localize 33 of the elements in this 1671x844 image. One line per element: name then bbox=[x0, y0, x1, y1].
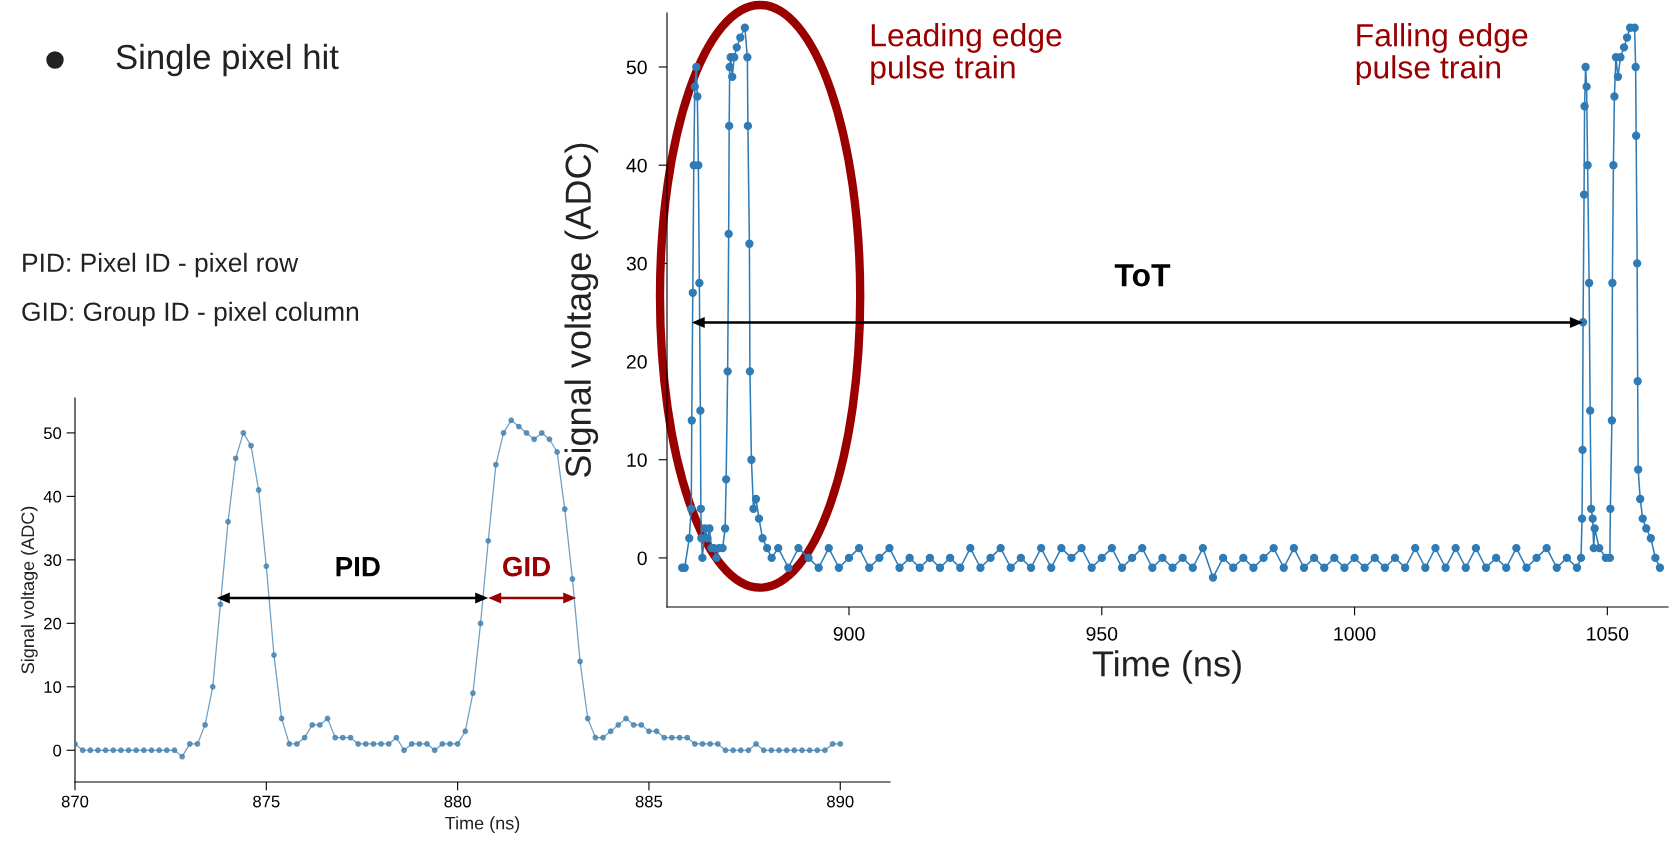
x-tick-label: 890 bbox=[827, 795, 854, 808]
x-tick-label: 950 bbox=[1086, 626, 1118, 641]
text: Single pixel hit bbox=[116, 43, 339, 77]
y-tick-label: 50 bbox=[43, 427, 62, 440]
y-axis-title: Signal voltage (ADC) bbox=[20, 506, 38, 674]
x-tick-label: 880 bbox=[444, 795, 471, 808]
y-tick-label: 30 bbox=[43, 554, 62, 567]
x-tick-label: 900 bbox=[833, 626, 865, 641]
y-tick-label: 40 bbox=[626, 158, 647, 173]
annotation: Leading edge pulse train bbox=[871, 23, 1062, 85]
y-axis-title: Signal voltage (ADC) bbox=[564, 143, 599, 477]
x-tick-label: 875 bbox=[253, 795, 280, 808]
annotation: ToT bbox=[1114, 264, 1171, 287]
y-tick-label: 10 bbox=[627, 453, 647, 467]
text: PID: Pixel ID - pixel row bbox=[23, 252, 299, 278]
x-axis-title: Time (ns) bbox=[1092, 650, 1241, 684]
annotation: GID bbox=[502, 556, 551, 577]
x-tick-label: 885 bbox=[635, 795, 663, 808]
y-tick-label: 40 bbox=[43, 490, 62, 503]
y-tick-label: 20 bbox=[44, 617, 62, 630]
y-tick-label: 30 bbox=[626, 256, 647, 271]
x-tick-label: 1000 bbox=[1334, 626, 1376, 641]
y-tick-label: 20 bbox=[626, 355, 647, 369]
y-tick-label: 10 bbox=[44, 681, 62, 693]
annotation: Falling edge pulse train bbox=[1356, 23, 1528, 85]
x-tick-label: 870 bbox=[61, 795, 89, 808]
text: GID: Group ID - pixel column bbox=[22, 301, 359, 327]
annotation: PID bbox=[336, 557, 380, 577]
y-tick-label: 0 bbox=[53, 744, 62, 757]
y-tick-label: 50 bbox=[626, 60, 647, 75]
x-tick-label: 1050 bbox=[1587, 626, 1629, 641]
y-tick-label: 0 bbox=[637, 551, 647, 566]
x-axis-title: Time (ns) bbox=[445, 816, 520, 834]
